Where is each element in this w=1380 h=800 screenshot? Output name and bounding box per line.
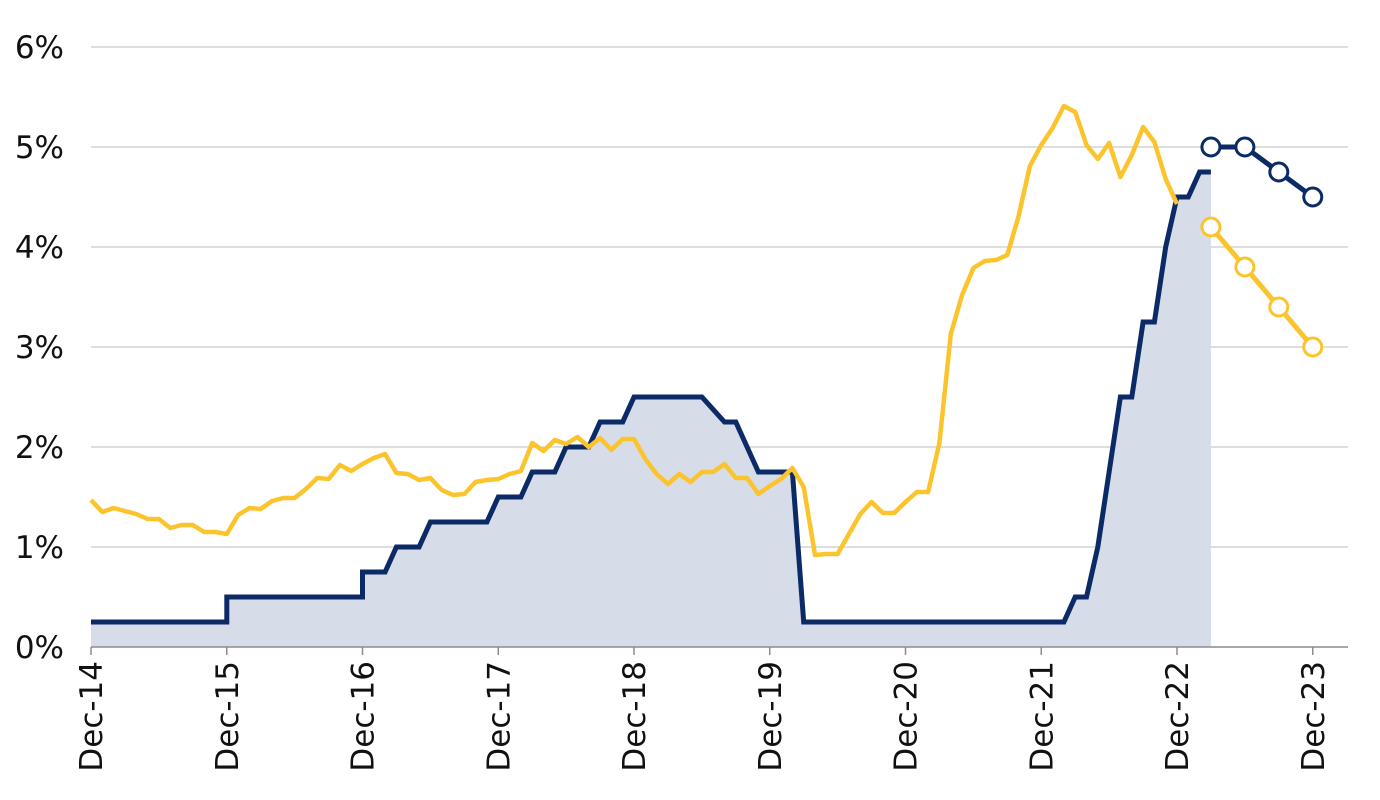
series-line-2 xyxy=(1210,144,1315,200)
x-tick-label: Dec-18 xyxy=(617,661,653,772)
series-marker-2 xyxy=(1268,161,1290,183)
lines-layer xyxy=(89,103,1211,625)
series-marker-2 xyxy=(1302,186,1324,208)
series-marker-2 xyxy=(1234,136,1256,158)
series-line-3 xyxy=(1208,225,1315,349)
y-tick-label: 5% xyxy=(15,130,64,166)
series-marker-3 xyxy=(1234,256,1256,278)
markers-layer xyxy=(1200,136,1324,358)
x-tick-label: Dec-19 xyxy=(753,661,789,772)
y-tick-label: 3% xyxy=(15,330,64,366)
y-tick-label: 1% xyxy=(15,530,64,566)
y-tick-label: 6% xyxy=(15,30,64,66)
y-tick-label: 0% xyxy=(15,630,64,666)
x-tick-label: Dec-23 xyxy=(1296,661,1332,772)
series-line-0 xyxy=(91,169,1211,625)
area-layer xyxy=(91,172,1211,647)
area-fill-series-0 xyxy=(91,172,1211,647)
x-tick-labels: Dec-14 Dec-15 Dec-16 Dec-17 Dec-18 Dec-19 Dec-… xyxy=(74,661,1332,772)
y-tick-label: 2% xyxy=(15,430,64,466)
series-marker-2 xyxy=(1200,136,1222,158)
series-marker-3 xyxy=(1268,296,1290,318)
series-line-1 xyxy=(89,103,1180,558)
x-tick-label: Dec-21 xyxy=(1024,661,1060,772)
x-tick-label: Dec-20 xyxy=(889,661,925,772)
x-tick-label: Dec-16 xyxy=(346,661,382,772)
y-tick-labels: 0% 1% 2% 3% 4% 5% 6% xyxy=(15,30,64,666)
x-tick-label: Dec-14 xyxy=(74,661,110,772)
y-tick-label: 4% xyxy=(15,230,64,266)
axes xyxy=(90,646,1348,655)
series-marker-3 xyxy=(1200,216,1222,238)
series-marker-3 xyxy=(1302,336,1324,358)
x-tick-label: Dec-17 xyxy=(481,661,517,772)
x-tick-label: Dec-15 xyxy=(210,661,246,772)
x-tick-label: Dec-22 xyxy=(1160,661,1196,772)
